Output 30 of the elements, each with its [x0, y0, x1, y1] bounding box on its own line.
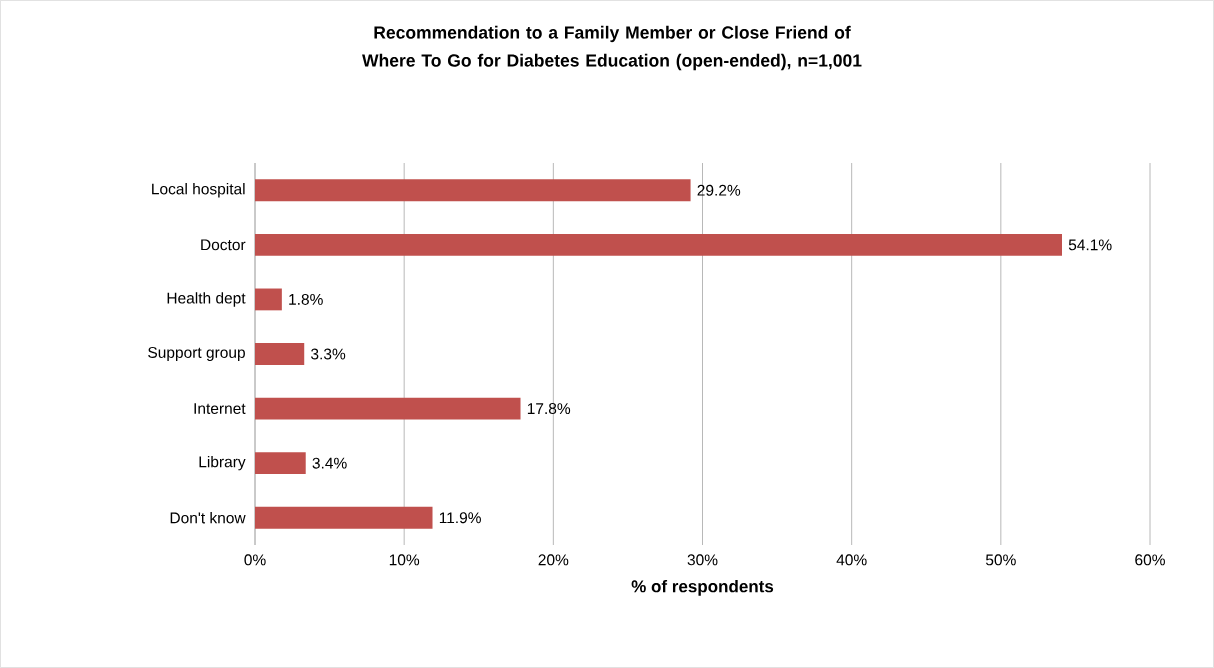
- data-label: 11.9%: [439, 512, 481, 524]
- x-tick-label: 40%: [836, 554, 867, 566]
- y-tick-label: Internet: [194, 403, 246, 414]
- data-label: 1.8%: [289, 293, 323, 305]
- bar: [255, 397, 521, 420]
- y-tick-label: Doctor: [201, 239, 246, 251]
- x-axis-title: % of respondents: [631, 579, 774, 596]
- y-tick-label: Local hospital: [152, 183, 245, 198]
- data-label: 3.4%: [312, 457, 347, 469]
- bar: [255, 506, 433, 529]
- bar: [255, 288, 282, 311]
- data-label: 3.3%: [311, 348, 346, 360]
- bar: [255, 343, 305, 365]
- bar: [255, 452, 306, 475]
- data-label: 29.2%: [697, 184, 741, 196]
- x-tick-label: 0%: [244, 554, 266, 566]
- data-label: 54.1%: [1068, 239, 1112, 251]
- x-tick-label: 10%: [389, 554, 420, 566]
- x-tick-label: 30%: [687, 554, 718, 566]
- y-tick-label: Health dept: [167, 292, 246, 307]
- x-tick-label: 60%: [1135, 554, 1165, 566]
- chart-title: Recommendation to a Family Member or Close Friend of Where To Go for Diabetes Education (open-ended), n=1,001: [362, 25, 862, 71]
- y-tick-label: Library: [199, 455, 246, 471]
- y-tick-label: Support group: [148, 346, 245, 362]
- data-label: 17.8%: [527, 403, 571, 415]
- y-tick-label: Don't know: [170, 512, 246, 524]
- bar: [255, 233, 1062, 256]
- bar: [255, 179, 691, 202]
- x-tick-label: 50%: [985, 554, 1016, 566]
- x-tick-label: 20%: [538, 554, 569, 566]
